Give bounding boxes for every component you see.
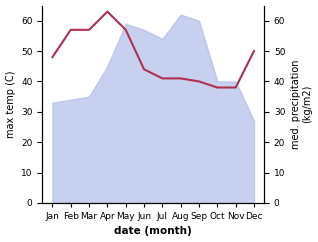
- Y-axis label: max temp (C): max temp (C): [5, 70, 16, 138]
- Y-axis label: med. precipitation
(kg/m2): med. precipitation (kg/m2): [291, 60, 313, 149]
- X-axis label: date (month): date (month): [114, 227, 192, 236]
